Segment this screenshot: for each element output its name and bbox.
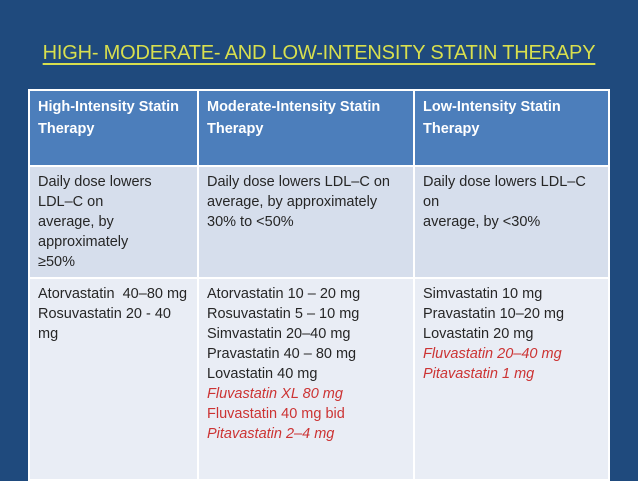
header-cell-low-intensity: Low-Intensity Statin Therapy [413, 89, 610, 167]
text-line: High-Intensity Statin [38, 99, 179, 115]
text-line: Therapy [207, 121, 264, 137]
text-line: Rosuvastatin 5 – 10 mg [207, 306, 360, 322]
text-line: Moderate-Intensity Statin [207, 99, 381, 115]
text-line: Lovastatin 40 mg [207, 366, 318, 382]
text-line: Therapy [423, 121, 480, 137]
ldl-cell-low-intensity: Daily dose lowers LDL–C on average, by <3… [413, 165, 610, 279]
header-cell-moderate-intensity: Moderate-Intensity Statin Therapy [197, 89, 415, 167]
text-line: Pravastatin 40 – 80 mg [207, 346, 357, 362]
drug-cell-moderate-intensity: Atorvastatin 10 – 20 mg Rosuvastatin 5 – … [197, 277, 415, 481]
text-line: Rosuvastatin 20 - 40 mg [38, 306, 176, 342]
statin-therapy-table: High-Intensity Statin Therapy Moderate-In… [28, 89, 610, 481]
text-line: Therapy [38, 121, 95, 137]
drug-dosing-row: Atorvastatin 40–80 mg Rosuvastatin 20 - 4… [28, 277, 610, 481]
header-cell-high-intensity: High-Intensity Statin Therapy [28, 89, 199, 167]
ldl-lowering-row: Daily dose lowers LDL–C on average, by ap… [28, 165, 610, 279]
text-line: ≥50% [38, 254, 75, 270]
text-line: Pravastatin 10–20 mg [423, 306, 565, 322]
text-line: Atorvastatin 40–80 mg [38, 286, 188, 302]
ldl-cell-high-intensity: Daily dose lowers LDL–C on average, by ap… [28, 165, 199, 279]
ldl-cell-moderate-intensity: Daily dose lowers LDL–C on average, by ap… [197, 165, 415, 279]
text-line: Fluvastatin XL 80 mg [207, 386, 343, 402]
text-line: Fluvastatin 20–40 mg [423, 346, 562, 362]
drug-cell-high-intensity: Atorvastatin 40–80 mg Rosuvastatin 20 - 4… [28, 277, 199, 481]
table-header-row: High-Intensity Statin Therapy Moderate-In… [28, 89, 610, 167]
text-line: average, by <30% [423, 214, 541, 230]
slide-title: HIGH- MODERATE- AND LOW-INTENSITY STATIN… [42, 42, 596, 64]
drug-cell-low-intensity: Simvastatin 10 mg Pravastatin 10–20 mg Lov… [413, 277, 610, 481]
text-line: Daily dose lowers LDL–C on [423, 174, 590, 210]
text-line: Lovastatin 20 mg [423, 326, 534, 342]
text-line: Pitavastatin 2–4 mg [207, 426, 335, 442]
text-line: Daily dose lowers LDL–C on [38, 174, 156, 210]
text-line: Low-Intensity Statin [423, 99, 561, 115]
text-line: average, by approximately [38, 214, 129, 250]
text-line: Pitavastatin 1 mg [423, 366, 535, 382]
text-line: Daily dose lowers LDL–C on [207, 174, 390, 190]
text-line: Fluvastatin 40 mg bid [207, 406, 345, 422]
text-line: Simvastatin 20–40 mg [207, 326, 351, 342]
text-line: average, by approximately [207, 194, 378, 210]
text-line: Atorvastatin 10 – 20 mg [207, 286, 361, 302]
text-line: 30% to <50% [207, 214, 294, 230]
text-line: Simvastatin 10 mg [423, 286, 543, 302]
